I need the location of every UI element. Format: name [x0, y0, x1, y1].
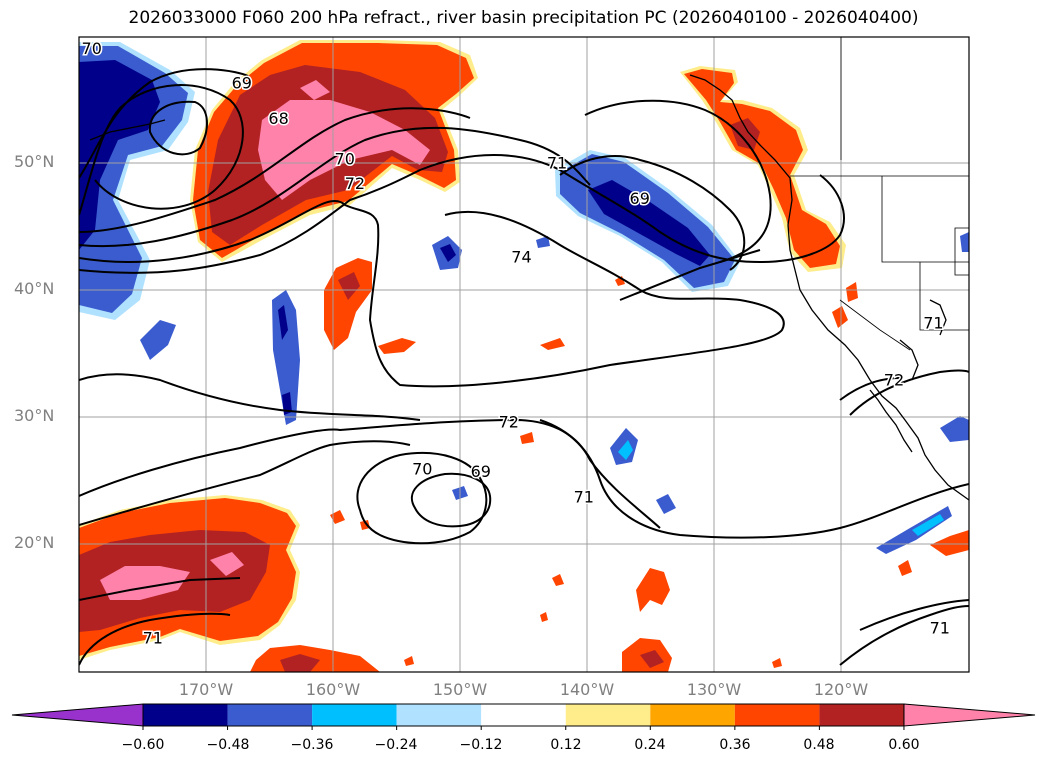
precip-positive-area — [404, 656, 414, 666]
contour-label: 68 — [268, 109, 288, 128]
precip-negative-area — [282, 392, 292, 415]
colorbar-label: −0.36 — [290, 737, 334, 753]
lon-label-120w: 120°W — [813, 680, 869, 699]
precip-positive-area — [540, 612, 548, 622]
contour-labels: 69 68 70 72 71 69 74 72 70 69 71 71 72 71 71 70 — [80, 38, 951, 649]
lat-label-30n: 30°N — [14, 406, 55, 425]
precip-positive-area — [280, 654, 320, 672]
lon-label-150w: 150°W — [432, 680, 488, 699]
colorbar-box — [143, 704, 228, 726]
colorbar-label: 0.12 — [550, 737, 582, 753]
colorbar-box — [650, 704, 735, 726]
precip-shading — [79, 40, 969, 672]
lon-label-140w: 140°W — [559, 680, 615, 699]
colorbar-extend-low — [11, 703, 144, 727]
precip-positive-area — [210, 552, 244, 576]
colorbar-label: 0.36 — [719, 737, 751, 753]
lon-label-160w: 160°W — [305, 680, 361, 699]
contour-label: 71 — [547, 154, 567, 173]
lon-label-170w: 170°W — [178, 680, 234, 699]
contour-label: 69 — [471, 462, 491, 481]
refractivity-contours — [79, 68, 969, 666]
precip-negative-area — [440, 244, 456, 262]
precip-positive-area — [520, 432, 534, 444]
graticule — [79, 37, 969, 672]
colorbar-box — [565, 704, 651, 726]
contour-label: 70 — [412, 460, 432, 479]
contour-label: 72 — [499, 413, 519, 432]
contour-label: 71 — [923, 314, 943, 333]
precip-negative-area — [272, 290, 300, 425]
colorbar-label: 0.48 — [803, 737, 835, 753]
colorbar-label: −0.24 — [374, 737, 418, 753]
colorbar-label: 0.60 — [888, 737, 920, 753]
precip-negative-area — [79, 60, 160, 250]
precip-positive-area — [330, 510, 345, 524]
colorbar-box — [819, 704, 904, 726]
precip-negative-area — [960, 232, 969, 252]
colorbar-box — [396, 704, 482, 726]
contour-label: 70 — [335, 150, 355, 169]
contour-label: 69 — [232, 73, 252, 92]
precip-negative-area — [278, 305, 288, 340]
precip-positive-area — [846, 282, 858, 302]
precip-positive-area — [636, 568, 670, 612]
colorbar-extend-high — [903, 703, 1036, 727]
precip-positive-area — [300, 80, 330, 100]
colorbar — [11, 703, 1036, 730]
contour-label: 71 — [930, 618, 950, 637]
colorbar-box — [734, 704, 820, 726]
precip-positive-area — [640, 650, 664, 668]
precip-positive-area — [360, 520, 370, 530]
precip-negative-area — [912, 514, 944, 536]
colorbar-outline — [142, 703, 905, 727]
precip-positive-area — [930, 530, 969, 556]
contour-label: 72 — [345, 174, 365, 193]
map-frame — [78, 36, 970, 673]
contour-label: 69 — [630, 189, 650, 208]
colorbar-box — [481, 704, 566, 726]
precip-negative-area — [656, 494, 676, 514]
precip-positive-area — [540, 338, 565, 350]
precip-positive-area — [378, 338, 416, 354]
lat-label-40n: 40°N — [14, 279, 55, 298]
borders — [790, 37, 969, 351]
contour-label: 72 — [884, 371, 904, 390]
precip-positive-area — [730, 118, 760, 150]
precip-positive-area — [772, 658, 782, 668]
precip-positive-area — [324, 258, 372, 350]
colorbar-label: −0.48 — [206, 737, 250, 753]
colorbar-box — [227, 704, 313, 726]
precip-positive-area — [898, 560, 912, 576]
precip-negative-area — [536, 236, 550, 248]
lon-label-130w: 130°W — [686, 680, 742, 699]
contour-label: 71 — [143, 628, 163, 647]
lat-label-50n: 50°N — [14, 152, 55, 171]
precip-negative-area — [140, 320, 176, 360]
contour-label: 71 — [574, 488, 594, 507]
precip-positive-area — [552, 574, 564, 586]
page-title: 2026033000 F060 200 hPa refract., river … — [128, 8, 919, 28]
contour-label: 74 — [511, 247, 531, 266]
colorbar-label: 0.24 — [634, 737, 666, 753]
precip-positive-area — [338, 272, 360, 300]
precip-negative-area — [618, 440, 633, 460]
colorbar-label: −0.60 — [121, 737, 165, 753]
colorbar-label: −0.12 — [459, 737, 503, 753]
contour-label: 70 — [82, 39, 102, 58]
lat-label-20n: 20°N — [14, 533, 55, 552]
precip-negative-area — [940, 416, 969, 442]
precip-positive-area — [832, 306, 848, 328]
colorbar-box — [312, 704, 397, 726]
